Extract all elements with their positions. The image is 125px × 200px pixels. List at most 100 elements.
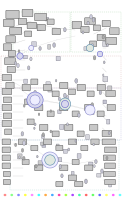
FancyBboxPatch shape	[75, 181, 83, 187]
Circle shape	[18, 50, 20, 53]
FancyBboxPatch shape	[56, 56, 60, 61]
FancyBboxPatch shape	[2, 163, 10, 169]
Ellipse shape	[105, 194, 108, 196]
Circle shape	[34, 127, 35, 129]
Circle shape	[68, 148, 70, 151]
Ellipse shape	[98, 194, 101, 196]
FancyBboxPatch shape	[8, 50, 15, 57]
FancyBboxPatch shape	[97, 84, 105, 91]
FancyBboxPatch shape	[87, 91, 94, 97]
Circle shape	[78, 113, 80, 117]
FancyBboxPatch shape	[6, 82, 14, 89]
Circle shape	[21, 132, 24, 136]
Circle shape	[93, 165, 95, 168]
Circle shape	[42, 133, 44, 137]
Circle shape	[55, 79, 57, 82]
FancyBboxPatch shape	[41, 135, 44, 138]
FancyBboxPatch shape	[22, 159, 29, 165]
FancyBboxPatch shape	[10, 27, 22, 35]
FancyBboxPatch shape	[81, 145, 88, 151]
FancyBboxPatch shape	[47, 19, 54, 25]
Circle shape	[64, 28, 66, 32]
FancyBboxPatch shape	[60, 124, 64, 129]
FancyBboxPatch shape	[72, 21, 82, 29]
FancyBboxPatch shape	[60, 165, 68, 171]
FancyBboxPatch shape	[3, 44, 12, 51]
Circle shape	[102, 74, 104, 76]
FancyBboxPatch shape	[91, 139, 99, 145]
FancyBboxPatch shape	[18, 139, 27, 145]
FancyBboxPatch shape	[31, 79, 38, 85]
Ellipse shape	[85, 194, 87, 196]
FancyBboxPatch shape	[85, 165, 93, 171]
Circle shape	[53, 43, 56, 47]
FancyBboxPatch shape	[6, 36, 15, 43]
FancyBboxPatch shape	[102, 139, 115, 145]
FancyBboxPatch shape	[58, 158, 62, 162]
FancyBboxPatch shape	[85, 104, 93, 111]
FancyBboxPatch shape	[6, 10, 19, 19]
Circle shape	[90, 15, 92, 19]
Ellipse shape	[30, 95, 40, 105]
Ellipse shape	[86, 44, 94, 52]
FancyBboxPatch shape	[93, 25, 100, 31]
Ellipse shape	[59, 98, 71, 110]
FancyBboxPatch shape	[56, 181, 63, 187]
FancyBboxPatch shape	[72, 111, 79, 117]
Circle shape	[66, 102, 68, 106]
Circle shape	[38, 113, 40, 116]
FancyBboxPatch shape	[43, 84, 52, 91]
FancyBboxPatch shape	[23, 55, 28, 59]
FancyBboxPatch shape	[52, 131, 59, 137]
Ellipse shape	[62, 100, 68, 108]
Circle shape	[19, 156, 20, 158]
FancyBboxPatch shape	[90, 41, 97, 47]
FancyBboxPatch shape	[61, 102, 64, 106]
Circle shape	[30, 57, 32, 61]
Circle shape	[34, 123, 36, 126]
FancyBboxPatch shape	[2, 74, 12, 81]
FancyBboxPatch shape	[22, 84, 30, 91]
Circle shape	[102, 35, 104, 39]
Circle shape	[35, 165, 37, 168]
FancyBboxPatch shape	[2, 120, 12, 127]
Ellipse shape	[92, 194, 94, 196]
FancyBboxPatch shape	[107, 104, 115, 111]
FancyBboxPatch shape	[2, 147, 10, 153]
FancyBboxPatch shape	[103, 41, 107, 47]
FancyBboxPatch shape	[43, 139, 52, 145]
Circle shape	[75, 79, 78, 83]
FancyBboxPatch shape	[52, 91, 59, 97]
Circle shape	[108, 131, 110, 135]
FancyBboxPatch shape	[90, 111, 94, 115]
Circle shape	[50, 130, 52, 133]
FancyBboxPatch shape	[2, 88, 12, 95]
FancyBboxPatch shape	[84, 47, 87, 50]
FancyBboxPatch shape	[10, 55, 13, 60]
FancyBboxPatch shape	[2, 155, 10, 161]
Ellipse shape	[10, 194, 13, 196]
Ellipse shape	[24, 194, 27, 196]
Circle shape	[95, 160, 97, 164]
Circle shape	[63, 93, 66, 98]
Ellipse shape	[45, 155, 55, 165]
FancyBboxPatch shape	[109, 182, 112, 187]
Circle shape	[21, 148, 24, 152]
Ellipse shape	[17, 53, 23, 59]
Circle shape	[27, 66, 30, 70]
Circle shape	[23, 156, 25, 160]
FancyBboxPatch shape	[38, 161, 43, 165]
FancyBboxPatch shape	[25, 31, 32, 37]
FancyBboxPatch shape	[27, 119, 34, 125]
FancyBboxPatch shape	[27, 22, 37, 29]
Circle shape	[106, 156, 108, 160]
Circle shape	[14, 61, 17, 65]
FancyBboxPatch shape	[108, 86, 112, 91]
FancyBboxPatch shape	[5, 58, 15, 65]
Circle shape	[36, 155, 38, 158]
FancyBboxPatch shape	[37, 26, 41, 30]
FancyBboxPatch shape	[2, 104, 12, 111]
FancyBboxPatch shape	[37, 24, 45, 31]
FancyBboxPatch shape	[5, 129, 12, 135]
Circle shape	[58, 97, 60, 101]
